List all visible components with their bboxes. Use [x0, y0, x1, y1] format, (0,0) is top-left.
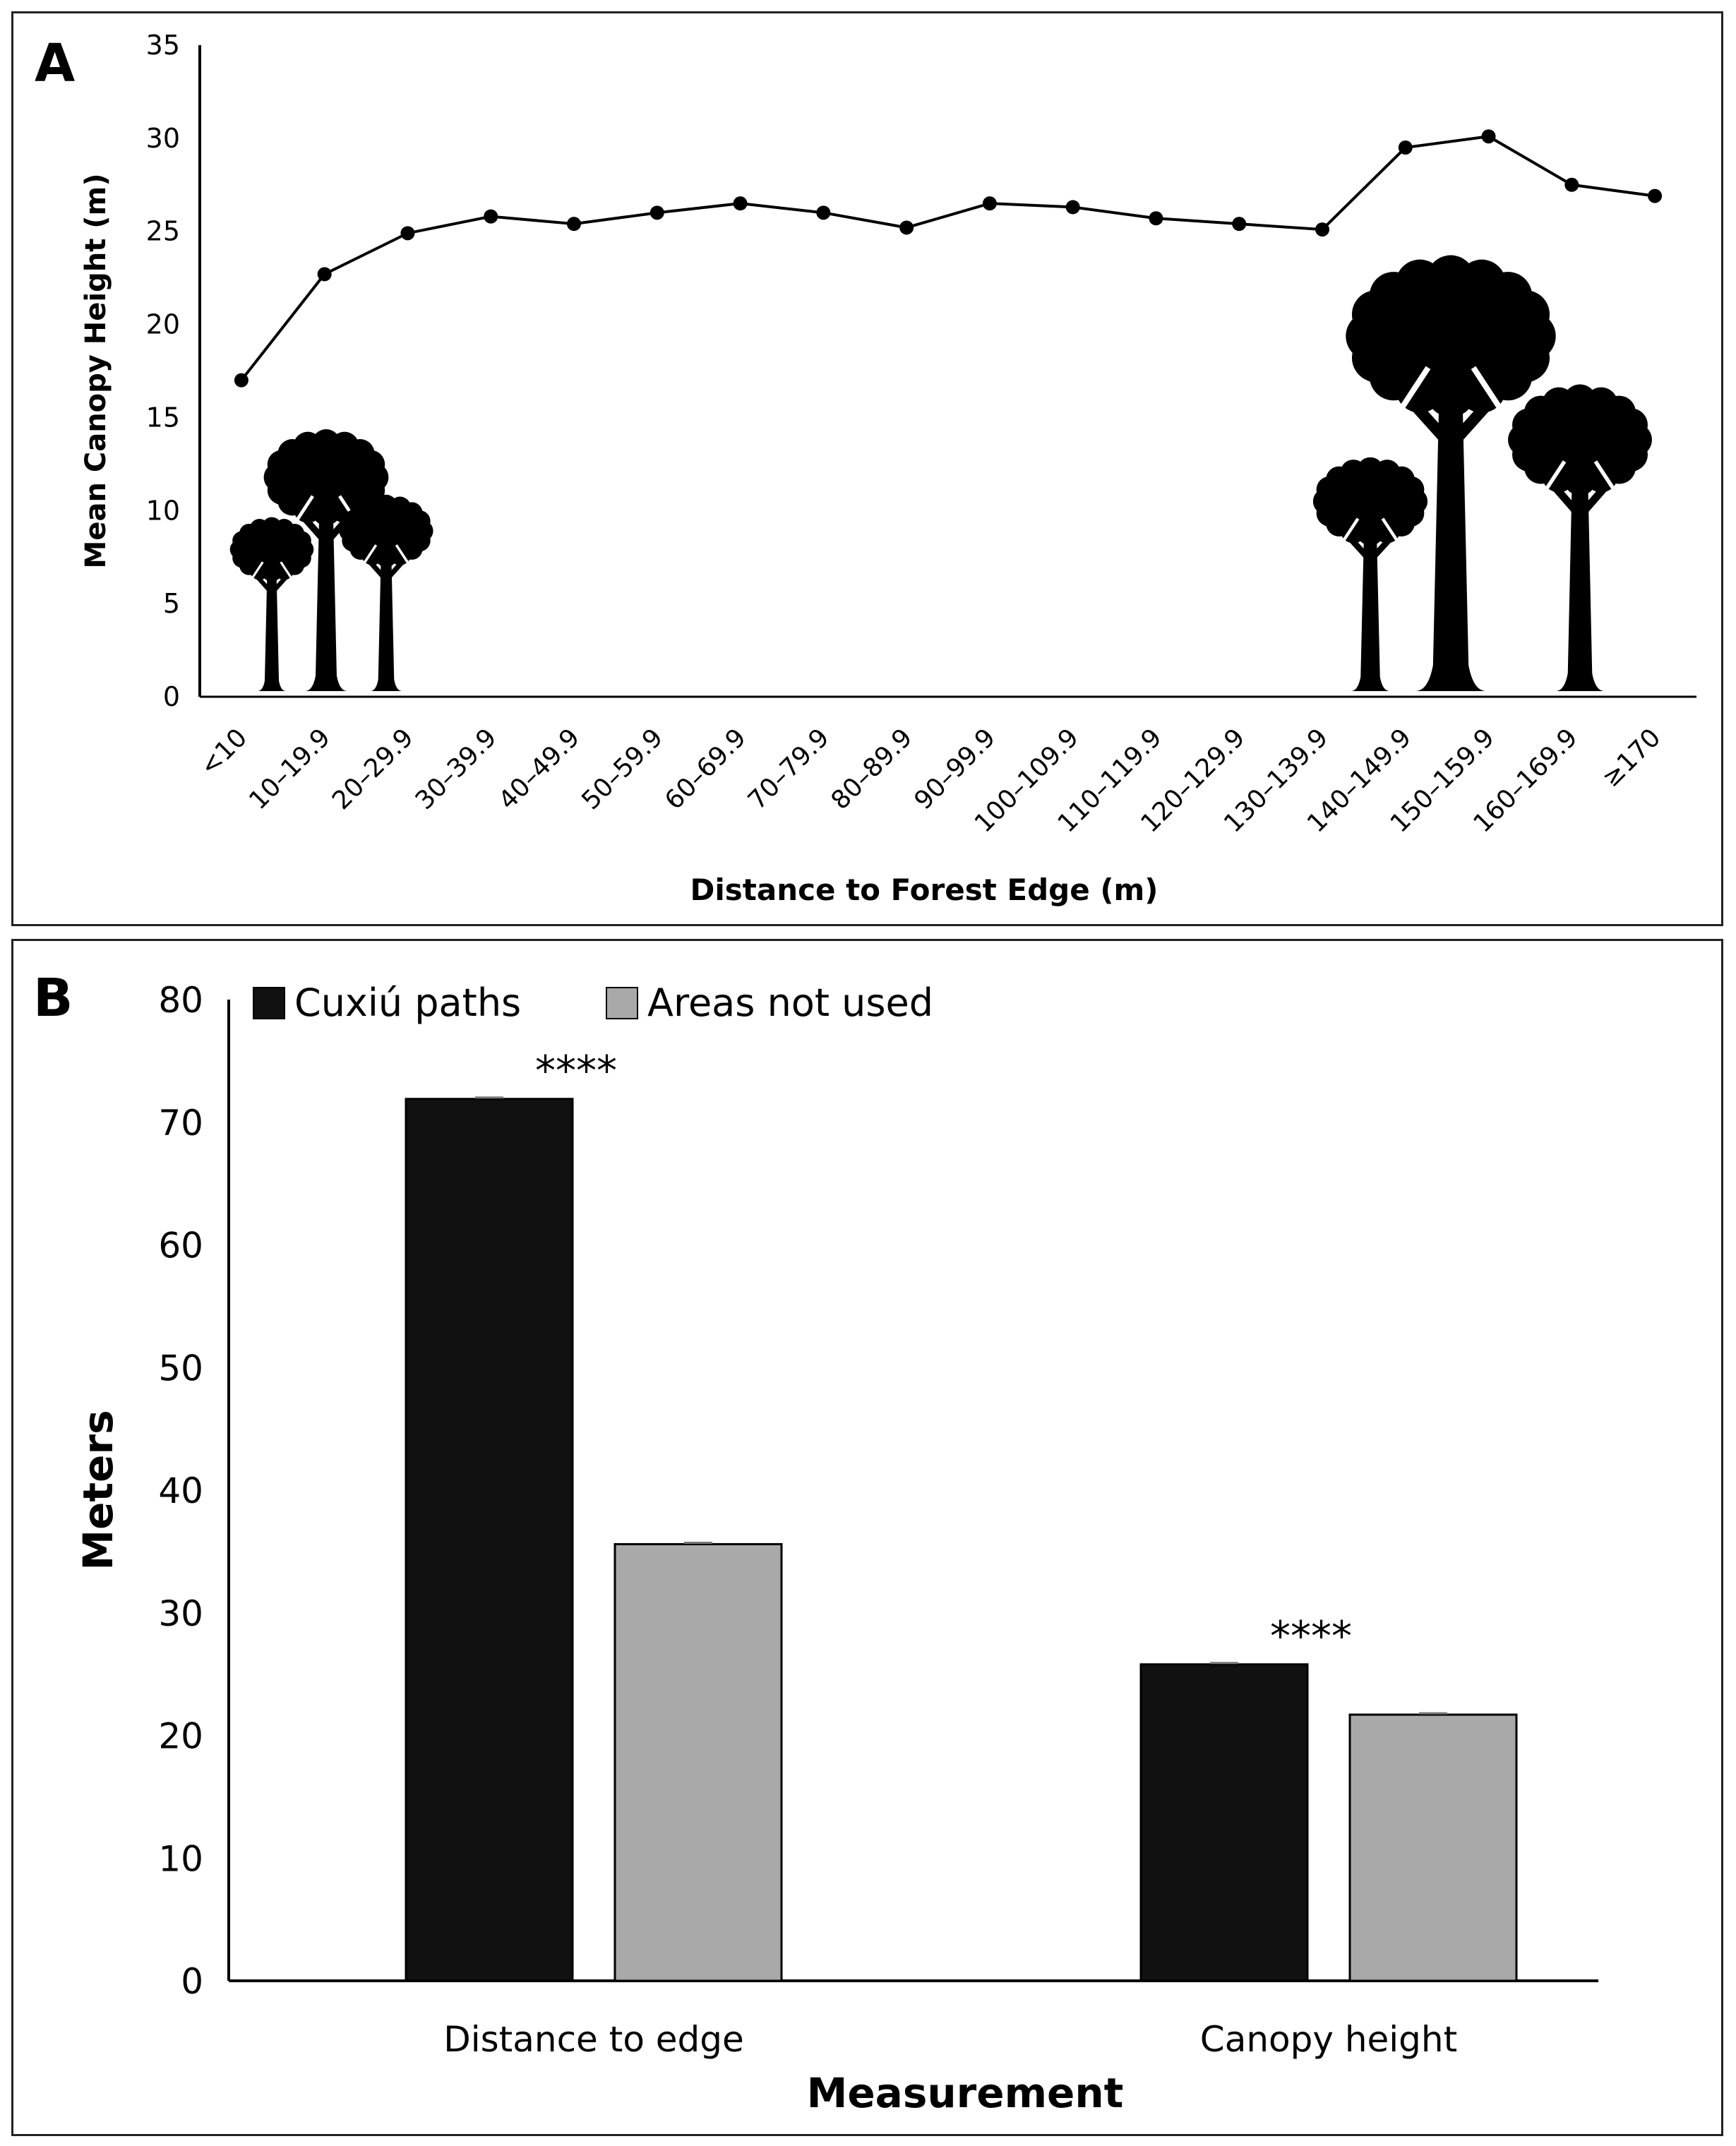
x-tick-label: 60–69.9	[659, 723, 752, 815]
x-tick-label: 70–79.9	[743, 723, 835, 815]
y-tick-label: 10	[146, 495, 180, 526]
data-point	[234, 373, 249, 388]
y-tick-label: 15	[146, 402, 180, 433]
y-tick-label: 20	[158, 1716, 203, 1757]
panel-a-line-chart: A 0 5 10 15 20 25 30 35 <10 10–19.9 20–29.9 30–39.9 4…	[11, 11, 1723, 926]
y-tick-label: 60	[158, 1225, 203, 1266]
x-tick-label: 10–19.9	[244, 723, 336, 815]
y-axis-title: Mean Canopy Height (m)	[80, 174, 112, 569]
y-tick-label: 30	[158, 1593, 203, 1634]
tree-silhouette-icon	[1346, 255, 1556, 691]
legend-label-areas-not-used: Areas not used	[647, 981, 933, 1025]
x-tick-label: 20–29.9	[327, 723, 419, 815]
data-point	[1648, 188, 1663, 203]
bar-0	[1139, 1663, 1309, 1982]
series-line	[240, 135, 1656, 381]
y-tick-label: 30	[146, 123, 180, 154]
x-tick-label: 50–59.9	[576, 723, 669, 815]
data-point	[567, 217, 581, 232]
data-point	[816, 205, 831, 220]
data-point	[1398, 140, 1413, 155]
measurement-bar-chart: B 0 10 20 30 40 50 60 70 80 Distance to edge **** Ca…	[33, 968, 1598, 2117]
data-point	[484, 209, 498, 224]
data-point	[400, 226, 415, 241]
tree-silhouette-icon	[1312, 457, 1428, 691]
y-axis-title: Meters	[74, 1410, 122, 1570]
data-point	[1065, 200, 1080, 215]
y-tick-label: 0	[181, 1961, 203, 2002]
x-category-label: Distance to edge	[443, 2019, 744, 2060]
data-point	[649, 205, 664, 220]
panel-label-a: A	[35, 33, 75, 94]
y-tick-label: 35	[146, 30, 180, 61]
y-tick-label: 20	[146, 309, 180, 340]
legend-swatch-areas-not-used	[606, 987, 638, 1019]
bar-0	[405, 1098, 574, 1982]
tree-silhouette-icon	[263, 429, 389, 691]
x-tick-label: 80–89.9	[826, 723, 918, 815]
data-point	[1232, 217, 1247, 232]
tree-silhouette-icon	[229, 517, 314, 691]
legend-swatch-cuxiu-paths	[253, 987, 285, 1019]
significance-annotation: ****	[1270, 1612, 1352, 1660]
x-tick-label: ≥170	[1597, 723, 1667, 793]
data-point	[1564, 177, 1579, 192]
canopy-height-line-chart: A 0 5 10 15 20 25 30 35 <1010–19.920–29.930–39.94…	[35, 30, 1696, 907]
panel-label-b: B	[33, 968, 73, 1029]
tree-silhouette-icon	[1508, 384, 1652, 691]
y-tick-label: 0	[163, 681, 180, 712]
data-point	[317, 267, 332, 282]
x-axis-title: Distance to Forest Edge (m)	[690, 873, 1159, 907]
y-tick-label: 40	[158, 1470, 203, 1511]
legend-label-cuxiu-paths: Cuxiú paths	[294, 981, 521, 1025]
bar-1	[1348, 1713, 1518, 1982]
y-tick-label: 5	[163, 588, 180, 619]
y-tick-label: 10	[158, 1838, 203, 1879]
data-point	[982, 196, 997, 211]
x-tick-label: 40–49.9	[493, 723, 586, 815]
data-point	[1315, 222, 1329, 237]
significance-annotation: ****	[535, 1047, 617, 1095]
x-category-label: Canopy height	[1200, 2019, 1457, 2060]
data-point	[733, 196, 748, 211]
data-point	[1481, 129, 1496, 144]
x-tick-label: 30–39.9	[410, 723, 503, 815]
y-tick-label: 80	[158, 980, 203, 1021]
data-point	[1149, 211, 1163, 226]
y-tick-label: 50	[158, 1348, 203, 1389]
tree-silhouette-icon	[339, 494, 433, 691]
bar-1	[613, 1542, 783, 1982]
x-axis-title: Measurement	[807, 2069, 1124, 2117]
x-tick-label: <10	[195, 723, 253, 781]
panel-b-bar-chart: B 0 10 20 30 40 50 60 70 80 Distance to edge **** Ca…	[11, 939, 1723, 2136]
y-tick-label: 70	[158, 1103, 203, 1144]
data-point	[899, 220, 914, 235]
y-tick-label: 25	[146, 216, 180, 247]
